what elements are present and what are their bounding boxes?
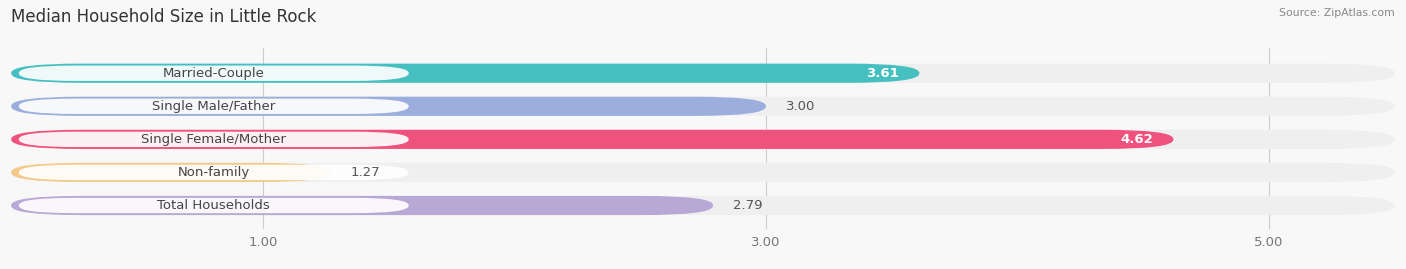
Text: Total Households: Total Households xyxy=(157,199,270,212)
FancyBboxPatch shape xyxy=(11,64,920,83)
FancyBboxPatch shape xyxy=(11,196,1395,215)
FancyBboxPatch shape xyxy=(11,163,1395,182)
FancyBboxPatch shape xyxy=(11,97,766,116)
Text: 3.00: 3.00 xyxy=(786,100,815,113)
Text: 4.62: 4.62 xyxy=(1121,133,1153,146)
FancyBboxPatch shape xyxy=(18,132,409,147)
FancyBboxPatch shape xyxy=(11,130,1174,149)
FancyBboxPatch shape xyxy=(11,130,1395,149)
FancyBboxPatch shape xyxy=(18,198,409,213)
Text: 3.61: 3.61 xyxy=(866,67,900,80)
FancyBboxPatch shape xyxy=(18,66,409,81)
FancyBboxPatch shape xyxy=(11,163,330,182)
Text: Single Female/Mother: Single Female/Mother xyxy=(142,133,287,146)
Text: Single Male/Father: Single Male/Father xyxy=(152,100,276,113)
FancyBboxPatch shape xyxy=(11,97,1395,116)
Text: 2.79: 2.79 xyxy=(733,199,762,212)
Text: Median Household Size in Little Rock: Median Household Size in Little Rock xyxy=(11,8,316,26)
Text: 1.27: 1.27 xyxy=(352,166,381,179)
FancyBboxPatch shape xyxy=(11,196,713,215)
FancyBboxPatch shape xyxy=(18,99,409,114)
Text: Non-family: Non-family xyxy=(177,166,250,179)
FancyBboxPatch shape xyxy=(18,165,409,180)
FancyBboxPatch shape xyxy=(11,64,1395,83)
Text: Married-Couple: Married-Couple xyxy=(163,67,264,80)
Text: Source: ZipAtlas.com: Source: ZipAtlas.com xyxy=(1279,8,1395,18)
